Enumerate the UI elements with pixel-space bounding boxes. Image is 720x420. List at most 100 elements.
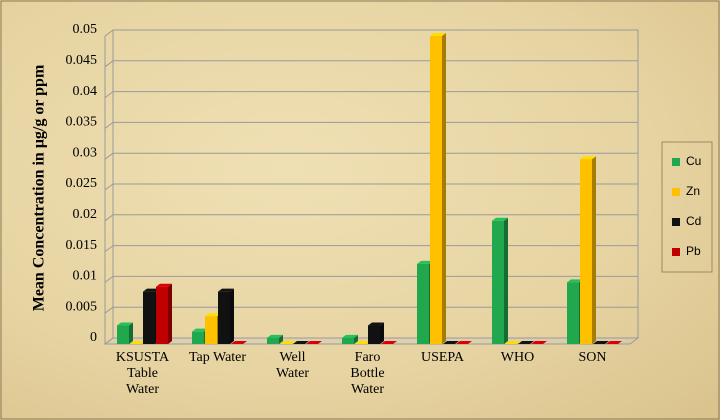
x-tick-label: SON xyxy=(578,350,607,365)
y-tick-label: 0.035 xyxy=(66,115,98,130)
bar xyxy=(355,341,371,344)
y-tick-label: 0 xyxy=(90,330,97,345)
bar-front xyxy=(417,263,429,344)
bar-top xyxy=(192,328,208,332)
bar-front xyxy=(117,325,129,344)
y-tick-label: 0.005 xyxy=(66,299,98,314)
bar-top xyxy=(306,341,322,344)
bar xyxy=(306,341,322,344)
bar-front xyxy=(342,337,354,344)
bar-front xyxy=(567,282,579,344)
bar xyxy=(531,341,547,344)
bar-front xyxy=(205,316,217,344)
bar-side xyxy=(592,156,596,344)
bar-top xyxy=(280,341,296,344)
grid-line-side xyxy=(104,122,114,129)
y-axis-title: Mean Concentration in μg/g or ppm xyxy=(31,64,48,311)
bar xyxy=(606,341,622,344)
bar-side xyxy=(380,322,384,344)
legend-swatch xyxy=(672,188,680,196)
grid-line-side xyxy=(104,214,114,222)
legend-label: Cu xyxy=(686,154,701,168)
grid-line-side xyxy=(104,306,114,314)
y-tick-label: 0.05 xyxy=(73,22,98,37)
legend-label: Pb xyxy=(686,244,701,258)
x-tick-label: Well Water xyxy=(275,350,310,381)
bar-top xyxy=(531,341,547,344)
legend-label: Cd xyxy=(686,214,701,228)
bar-top xyxy=(205,313,221,317)
bar-top xyxy=(580,156,596,160)
legend-swatch xyxy=(672,158,680,166)
x-tick-label: WHO xyxy=(500,350,535,365)
bar-top xyxy=(381,341,397,344)
bar-top xyxy=(267,334,283,338)
legend-swatch xyxy=(672,218,680,226)
bar-top xyxy=(456,341,472,344)
x-tick-label: KSUSTA Table Water xyxy=(115,350,170,397)
bar-front xyxy=(192,331,204,344)
bar-top xyxy=(293,341,309,344)
bar-front xyxy=(580,159,592,344)
bar-side xyxy=(279,334,283,344)
grid-line-side xyxy=(104,91,114,98)
bar-side xyxy=(168,283,172,344)
bar-side xyxy=(230,288,234,344)
bar-top xyxy=(355,341,371,344)
grid-line-side xyxy=(104,152,114,160)
bar-side xyxy=(504,217,508,344)
bar xyxy=(293,341,309,344)
bar xyxy=(518,341,534,344)
bar xyxy=(443,341,459,344)
y-tick-label: 0.015 xyxy=(66,238,98,253)
bar-front xyxy=(156,286,168,344)
bar-top xyxy=(443,341,459,344)
bar-top xyxy=(130,341,146,344)
grid-line-side xyxy=(104,183,114,191)
grid-line-side xyxy=(104,29,114,37)
bar-front xyxy=(267,337,279,344)
y-tick-label: 0.025 xyxy=(66,176,98,191)
bar-top xyxy=(156,283,172,287)
bar xyxy=(381,341,397,344)
bar-side xyxy=(354,334,358,344)
bar-front xyxy=(218,291,230,344)
bar-top xyxy=(231,341,247,344)
bar-top xyxy=(518,341,534,344)
grid-line-side xyxy=(104,60,114,68)
grid-line-side xyxy=(104,245,114,253)
grid-line-side xyxy=(104,337,114,345)
y-tick-label: 0.04 xyxy=(73,84,98,99)
bar xyxy=(117,322,133,344)
x-tick-label: Faro Bottle Water xyxy=(350,350,385,397)
bar xyxy=(430,33,446,344)
bar xyxy=(130,341,146,344)
legend-box xyxy=(661,141,713,273)
bar xyxy=(280,341,296,344)
x-tick-label: USEPA xyxy=(420,350,465,365)
y-tick-label: 0.045 xyxy=(66,53,98,68)
y-tick-label: 0.01 xyxy=(73,269,98,284)
bar-top xyxy=(567,279,583,283)
bar xyxy=(342,334,358,344)
bar-top xyxy=(430,33,446,36)
bar xyxy=(580,156,596,344)
legend: Cu Zn Cd Pb xyxy=(672,154,701,258)
grid-line-side xyxy=(104,275,114,283)
legend-swatch xyxy=(672,248,680,256)
y-tick-label: 0.02 xyxy=(73,207,98,222)
bar xyxy=(231,341,247,344)
bar-front xyxy=(430,36,442,344)
bar xyxy=(368,322,384,344)
bar-front xyxy=(143,291,155,344)
bar-side xyxy=(442,33,446,344)
bar xyxy=(456,341,472,344)
y-tick-label: 0.03 xyxy=(73,145,98,160)
x-tick-label: Tap Water xyxy=(188,350,247,365)
bar-top xyxy=(368,322,384,326)
bar xyxy=(156,283,172,344)
bar xyxy=(505,341,521,344)
